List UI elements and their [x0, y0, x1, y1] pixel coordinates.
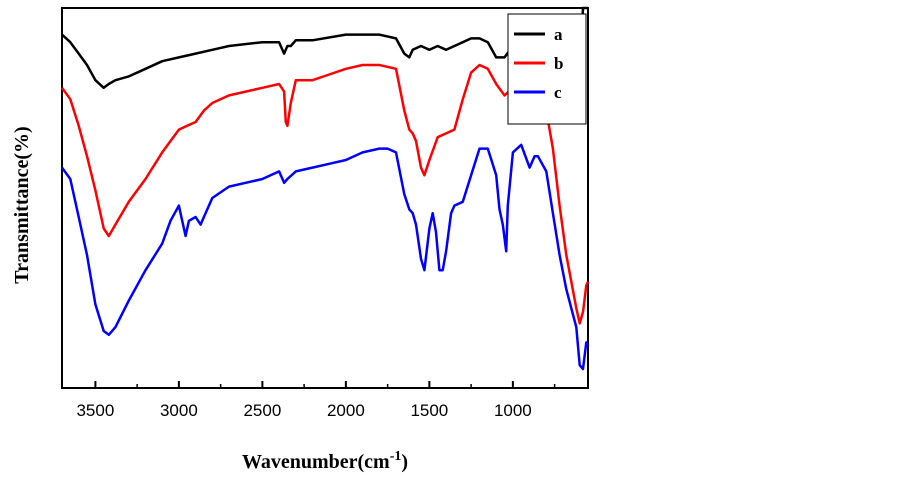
- legend-label-b: b: [554, 54, 563, 73]
- y-axis-title: Transmittance(%): [11, 126, 33, 283]
- x-axis-title-sup: -1: [390, 449, 402, 464]
- legend-label-c: c: [554, 83, 562, 102]
- x-tick-label: 2500: [243, 401, 281, 420]
- legend-label-a: a: [554, 25, 563, 44]
- series-line-c: [60, 143, 590, 371]
- plot-area: [61, 7, 589, 389]
- x-axis-title-main: Wavenumber(cm: [242, 451, 390, 473]
- x-tick-label: 3000: [160, 401, 198, 420]
- x-tick-label: 1000: [494, 401, 532, 420]
- legend-box: [507, 13, 587, 125]
- x-axis-title-close: ): [401, 451, 408, 473]
- x-tick-label: 3500: [76, 401, 114, 420]
- x-axis-ticks: 3500 3000 2500 2000 1500 1000: [76, 381, 556, 420]
- x-tick-label: 2000: [327, 401, 365, 420]
- x-axis-title: Wavenumber(cm-1): [242, 449, 408, 473]
- x-tick-label: 1500: [410, 401, 448, 420]
